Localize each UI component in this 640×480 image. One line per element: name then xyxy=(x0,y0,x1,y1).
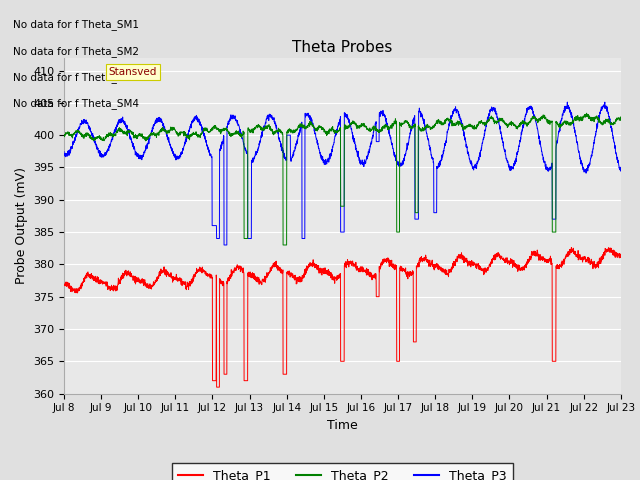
Text: No data for f Theta_SM2: No data for f Theta_SM2 xyxy=(13,46,139,57)
Text: No data for f Theta_SM1: No data for f Theta_SM1 xyxy=(13,19,139,30)
Text: No data for f Theta_SM4: No data for f Theta_SM4 xyxy=(13,98,139,109)
Text: No data for f Theta_SM3: No data for f Theta_SM3 xyxy=(13,72,139,83)
Y-axis label: Probe Output (mV): Probe Output (mV) xyxy=(15,167,28,284)
X-axis label: Time: Time xyxy=(327,419,358,432)
Title: Theta Probes: Theta Probes xyxy=(292,40,392,55)
Legend: Theta_P1, Theta_P2, Theta_P3: Theta_P1, Theta_P2, Theta_P3 xyxy=(172,463,513,480)
Text: Stansved: Stansved xyxy=(109,67,157,77)
